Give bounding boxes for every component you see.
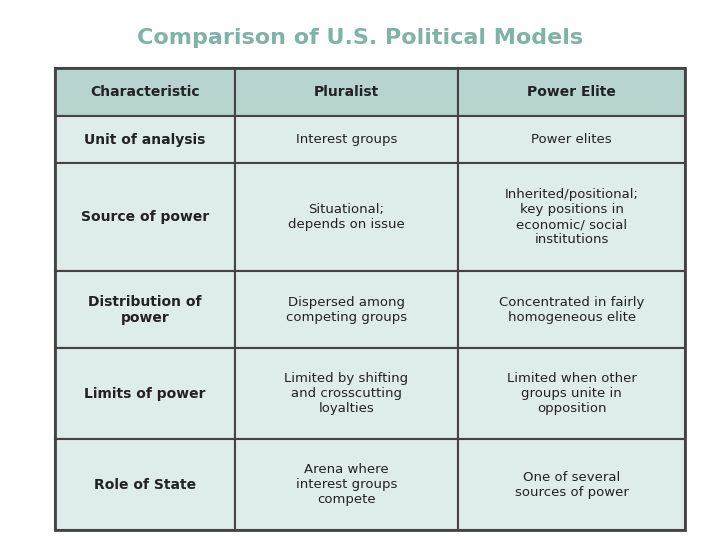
Text: Role of State: Role of State	[94, 477, 196, 491]
Bar	[235, 116, 458, 164]
Text: Inherited/positional;
key positions in
economic/ social
institutions: Inherited/positional; key positions in e…	[505, 188, 639, 246]
Bar	[458, 164, 685, 271]
Text: Distribution of
power: Distribution of power	[88, 295, 202, 325]
Bar	[235, 348, 458, 439]
Text: Unit of analysis: Unit of analysis	[84, 132, 205, 146]
Bar	[55, 439, 235, 530]
Text: Limits of power: Limits of power	[84, 387, 205, 401]
Text: Characteristic: Characteristic	[90, 85, 199, 99]
Bar	[458, 271, 685, 348]
Text: Dispersed among
competing groups: Dispersed among competing groups	[286, 296, 407, 324]
Text: Arena where
interest groups
compete: Arena where interest groups compete	[296, 463, 397, 506]
Bar	[55, 68, 685, 530]
Text: One of several
sources of power: One of several sources of power	[515, 470, 629, 498]
Text: Power elites: Power elites	[531, 133, 612, 146]
Bar	[235, 164, 458, 271]
Bar	[458, 439, 685, 530]
Bar	[458, 348, 685, 439]
Bar	[235, 271, 458, 348]
Bar	[55, 348, 235, 439]
Text: Limited when other
groups unite in
opposition: Limited when other groups unite in oppos…	[507, 372, 636, 415]
Text: Concentrated in fairly
homogeneous elite: Concentrated in fairly homogeneous elite	[499, 296, 644, 324]
Bar	[235, 439, 458, 530]
Bar	[55, 271, 235, 348]
Text: Pluralist: Pluralist	[314, 85, 379, 99]
Text: Comparison of U.S. Political Models: Comparison of U.S. Political Models	[137, 28, 583, 48]
Text: Situational;
depends on issue: Situational; depends on issue	[288, 203, 405, 231]
Text: Source of power: Source of power	[81, 210, 209, 224]
Text: Power Elite: Power Elite	[527, 85, 616, 99]
Text: Interest groups: Interest groups	[296, 133, 397, 146]
Bar	[55, 164, 235, 271]
Text: Limited by shifting
and crosscutting
loyalties: Limited by shifting and crosscutting loy…	[284, 372, 408, 415]
Bar	[458, 68, 685, 116]
Bar	[55, 116, 235, 164]
Bar	[235, 68, 458, 116]
Bar	[458, 116, 685, 164]
Bar	[55, 68, 235, 116]
